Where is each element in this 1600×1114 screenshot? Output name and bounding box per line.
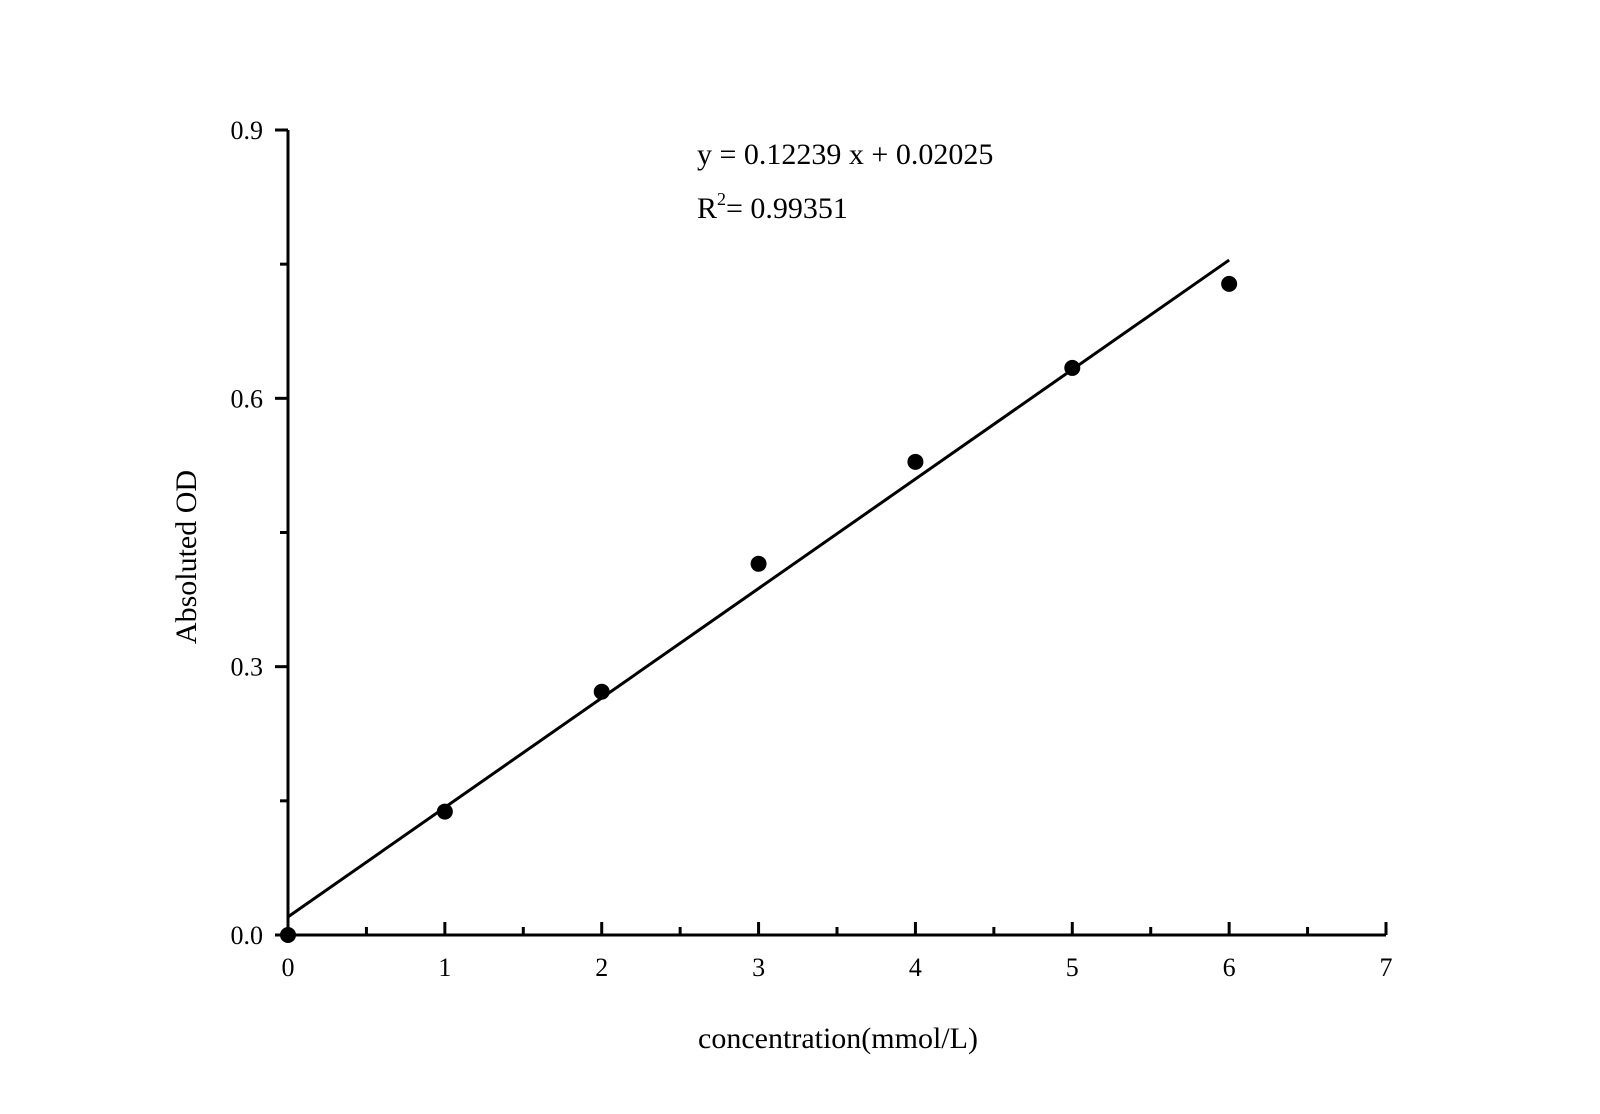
r-squared-exponent: 2 (717, 189, 726, 209)
x-tick-label: 0 (282, 953, 295, 982)
data-point (593, 683, 610, 700)
data-point (907, 453, 924, 470)
x-axis-title: concentration(mmol/L) (698, 1022, 978, 1055)
x-tick-label: 5 (1066, 953, 1079, 982)
data-points (280, 275, 1238, 943)
x-tick-label: 2 (595, 953, 608, 982)
y-axis-title: Absoluted OD (170, 470, 203, 644)
data-point (750, 555, 767, 572)
x-tick-label: 6 (1223, 953, 1236, 982)
x-tick-label: 1 (438, 953, 451, 982)
y-tick-label: 0.0 (231, 921, 264, 950)
x-tick-label: 3 (752, 953, 765, 982)
r-squared-annotation: R2= 0.99351 (697, 189, 848, 225)
y-tick-label: 0.6 (231, 384, 264, 413)
r-squared-value: = 0.99351 (726, 192, 848, 225)
y-tick-label: 0.3 (231, 653, 264, 682)
x-tick-label: 4 (909, 953, 922, 982)
regression-equation: y = 0.12239 x + 0.02025 (697, 138, 993, 171)
regression-line (287, 258, 1231, 919)
x-tick-label: 7 (1380, 953, 1393, 982)
r-squared-symbol: R (697, 192, 717, 225)
data-point (1064, 359, 1081, 376)
y-tick-label: 0.9 (231, 116, 264, 145)
data-point (436, 803, 453, 820)
data-point (280, 927, 296, 943)
tick-labels: 0 1 2 3 4 5 6 7 0.0 0.3 0.6 0.9 (231, 116, 1393, 982)
data-point (1221, 275, 1238, 292)
